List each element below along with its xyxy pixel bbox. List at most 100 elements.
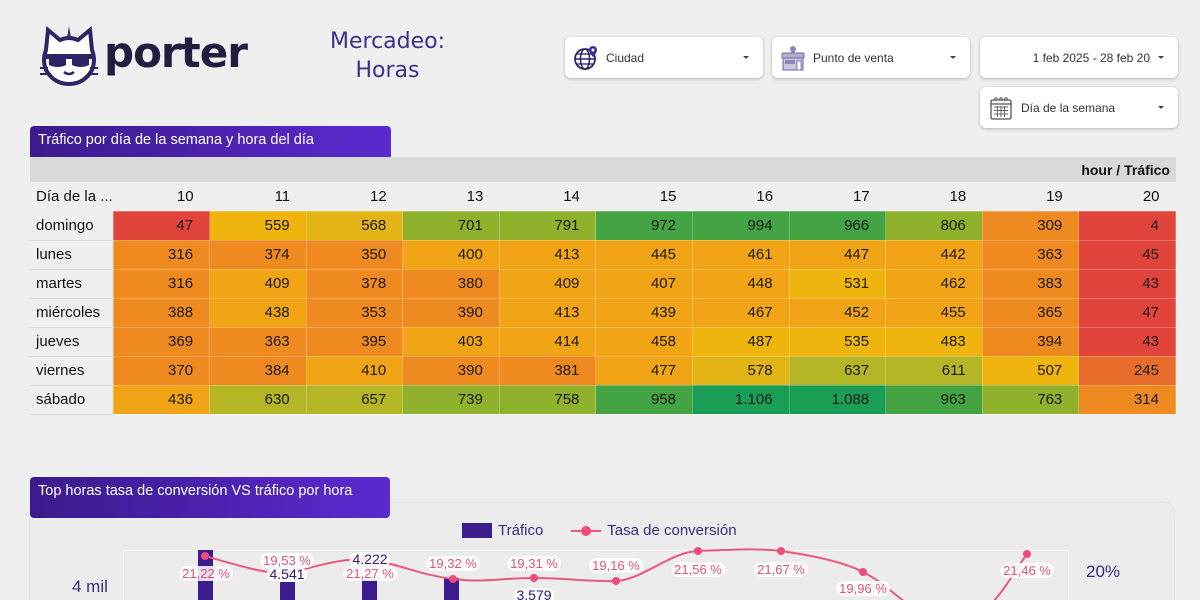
conversion-label: 19,96 %: [836, 581, 890, 596]
day-label: lunes: [30, 240, 113, 270]
heatmap-cell: 531: [788, 268, 887, 299]
dia-semana-filter[interactable]: Día de la semana: [980, 87, 1178, 128]
traffic-bar[interactable]: [280, 582, 295, 600]
heatmap-cell: 245: [1078, 355, 1176, 386]
dia-semana-filter-label: Día de la semana: [1021, 100, 1116, 115]
heatmap-cell: 442: [885, 239, 983, 270]
conversion-label: 19,16 %: [589, 558, 643, 573]
heatmap-cell: 378: [305, 268, 404, 299]
hour-col-header[interactable]: 16: [756, 187, 774, 205]
hour-header-row: Día de la ... 10 11 12 13 14 15 16 17 18…: [30, 182, 1176, 211]
hour-col-header[interactable]: 12: [370, 187, 387, 205]
ciudad-filter-label: Ciudad: [606, 50, 645, 65]
heatmap-cell: 439: [595, 297, 693, 328]
date-range-label: 1 feb 2025 - 28 feb 20: [1032, 50, 1150, 65]
legend-conversion-label[interactable]: Tasa de conversión: [607, 522, 737, 539]
chevron-down-icon: [1158, 106, 1164, 109]
conversion-label: 21,22 %: [179, 566, 233, 581]
heatmap-cell: 994: [691, 210, 790, 241]
heatmap-cell: 381: [498, 355, 597, 386]
punto-venta-filter[interactable]: Punto de venta: [772, 37, 970, 78]
heatmap-cell: 436: [112, 384, 211, 415]
heatmap-cell: 483: [885, 326, 983, 357]
porter-logo: porter: [40, 24, 248, 86]
ciudad-filter[interactable]: Ciudad: [565, 37, 763, 78]
heatmap-cell: 410: [305, 355, 404, 386]
heatmap-cell: 611: [885, 355, 983, 386]
traffic-label: 4.222: [349, 552, 391, 567]
heatmap-cell: 458: [595, 326, 693, 357]
heatmap-section-title: Tráfico por día de la semana y hora del …: [30, 126, 391, 157]
heatmap-cell: 316: [112, 239, 211, 270]
conversion-label: 19,31 %: [507, 556, 561, 571]
heatmap-cell: 309: [981, 210, 1080, 241]
heatmap-cell: 409: [209, 268, 307, 299]
pivot-header-bar: hour / Tráfico: [30, 157, 1176, 182]
heatmap-cell: 535: [788, 326, 887, 357]
hour-col-header[interactable]: 20: [1142, 187, 1160, 205]
day-label: miércoles: [30, 298, 113, 328]
day-label: viernes: [30, 356, 113, 386]
heatmap-cell: 806: [885, 210, 983, 241]
conversion-label: 21,56 %: [671, 562, 725, 577]
date-range-filter[interactable]: 1 feb 2025 - 28 feb 20: [980, 37, 1178, 78]
combo-chart-title: Top horas tasa de conversión VS tráfico …: [30, 477, 390, 518]
hour-col-header[interactable]: 11: [274, 187, 291, 205]
heatmap-row: martes 316 409 378 380 409 407 448 531 462 383 43: [30, 268, 1176, 299]
heatmap-cell: 314: [1078, 384, 1176, 415]
heatmap-cell: 559: [209, 210, 307, 241]
heatmap-cell: 507: [981, 355, 1080, 386]
combo-chart-card: [30, 503, 1174, 600]
traffic-bar[interactable]: [362, 580, 377, 600]
heatmap-cell: 384: [209, 355, 307, 386]
chevron-down-icon: [1158, 56, 1164, 59]
hour-col-header[interactable]: 13: [466, 187, 484, 205]
hour-col-header[interactable]: 17: [852, 187, 870, 205]
heatmap-cell: 972: [595, 210, 693, 241]
punto-venta-filter-label: Punto de venta: [813, 50, 894, 65]
heatmap-cell: 630: [209, 384, 307, 415]
heatmap-cell: 43: [1078, 268, 1176, 299]
heatmap-cell: 390: [402, 297, 500, 328]
hour-col-header[interactable]: 15: [659, 187, 677, 205]
legend-traffic-label[interactable]: Tráfico: [498, 522, 544, 539]
heatmap-row: lunes 316 374 350 400 413 445 461 447 442 363 45: [30, 239, 1176, 270]
hour-col-header[interactable]: 19: [1046, 187, 1063, 205]
heatmap-cell: 390: [402, 355, 500, 386]
heatmap-cell: 316: [112, 268, 211, 299]
conversion-label: 19,53 %: [260, 553, 314, 568]
traffic-bar[interactable]: [444, 578, 459, 600]
heatmap-cell: 413: [498, 239, 597, 270]
heatmap-cell: 395: [305, 326, 404, 357]
heatmap-cell: 701: [402, 210, 500, 241]
heatmap-cell: 350: [305, 239, 404, 270]
heatmap-cell: 447: [788, 239, 887, 270]
heatmap-cell: 383: [981, 268, 1080, 299]
day-label: domingo: [30, 211, 113, 241]
traffic-label: 4.541: [266, 567, 308, 582]
legend-line-swatch: [571, 525, 602, 537]
heatmap-cell: 388: [112, 297, 211, 328]
hour-col-header[interactable]: 14: [563, 187, 580, 205]
hour-col-header[interactable]: 10: [176, 187, 194, 205]
heatmap-cell: 448: [691, 268, 790, 299]
heatmap-cell: 568: [305, 210, 404, 241]
cat-mascot-icon: [40, 26, 98, 86]
row-header-day[interactable]: Día de la ...: [36, 188, 113, 205]
heatmap-cell: 414: [498, 326, 597, 357]
hour-col-header[interactable]: 18: [949, 187, 967, 205]
heatmap-cell: 462: [885, 268, 983, 299]
heatmap-row: domingo 47 559 568 701 791 972 994 966 806 309 4: [30, 210, 1176, 241]
heatmap-cell: 657: [305, 384, 404, 415]
chart-legend: Tráfico Tasa de conversión: [462, 522, 737, 539]
heatmap-pivot-table: hour / Tráfico Día de la ... 10 11 12 13…: [30, 157, 1176, 415]
heatmap-cell: 461: [691, 239, 790, 270]
conversion-label: 19,32 %: [426, 556, 480, 571]
y-axis-left-tick: 4 mil: [72, 577, 108, 596]
heatmap-cell: 445: [595, 239, 693, 270]
heatmap-cell: 43: [1078, 326, 1176, 357]
calendar-icon: [987, 94, 1015, 122]
heatmap-row: miércoles 388 438 353 390 413 439 467 452 455 365 4…: [30, 297, 1176, 328]
heatmap-cell: 45: [1078, 239, 1176, 270]
